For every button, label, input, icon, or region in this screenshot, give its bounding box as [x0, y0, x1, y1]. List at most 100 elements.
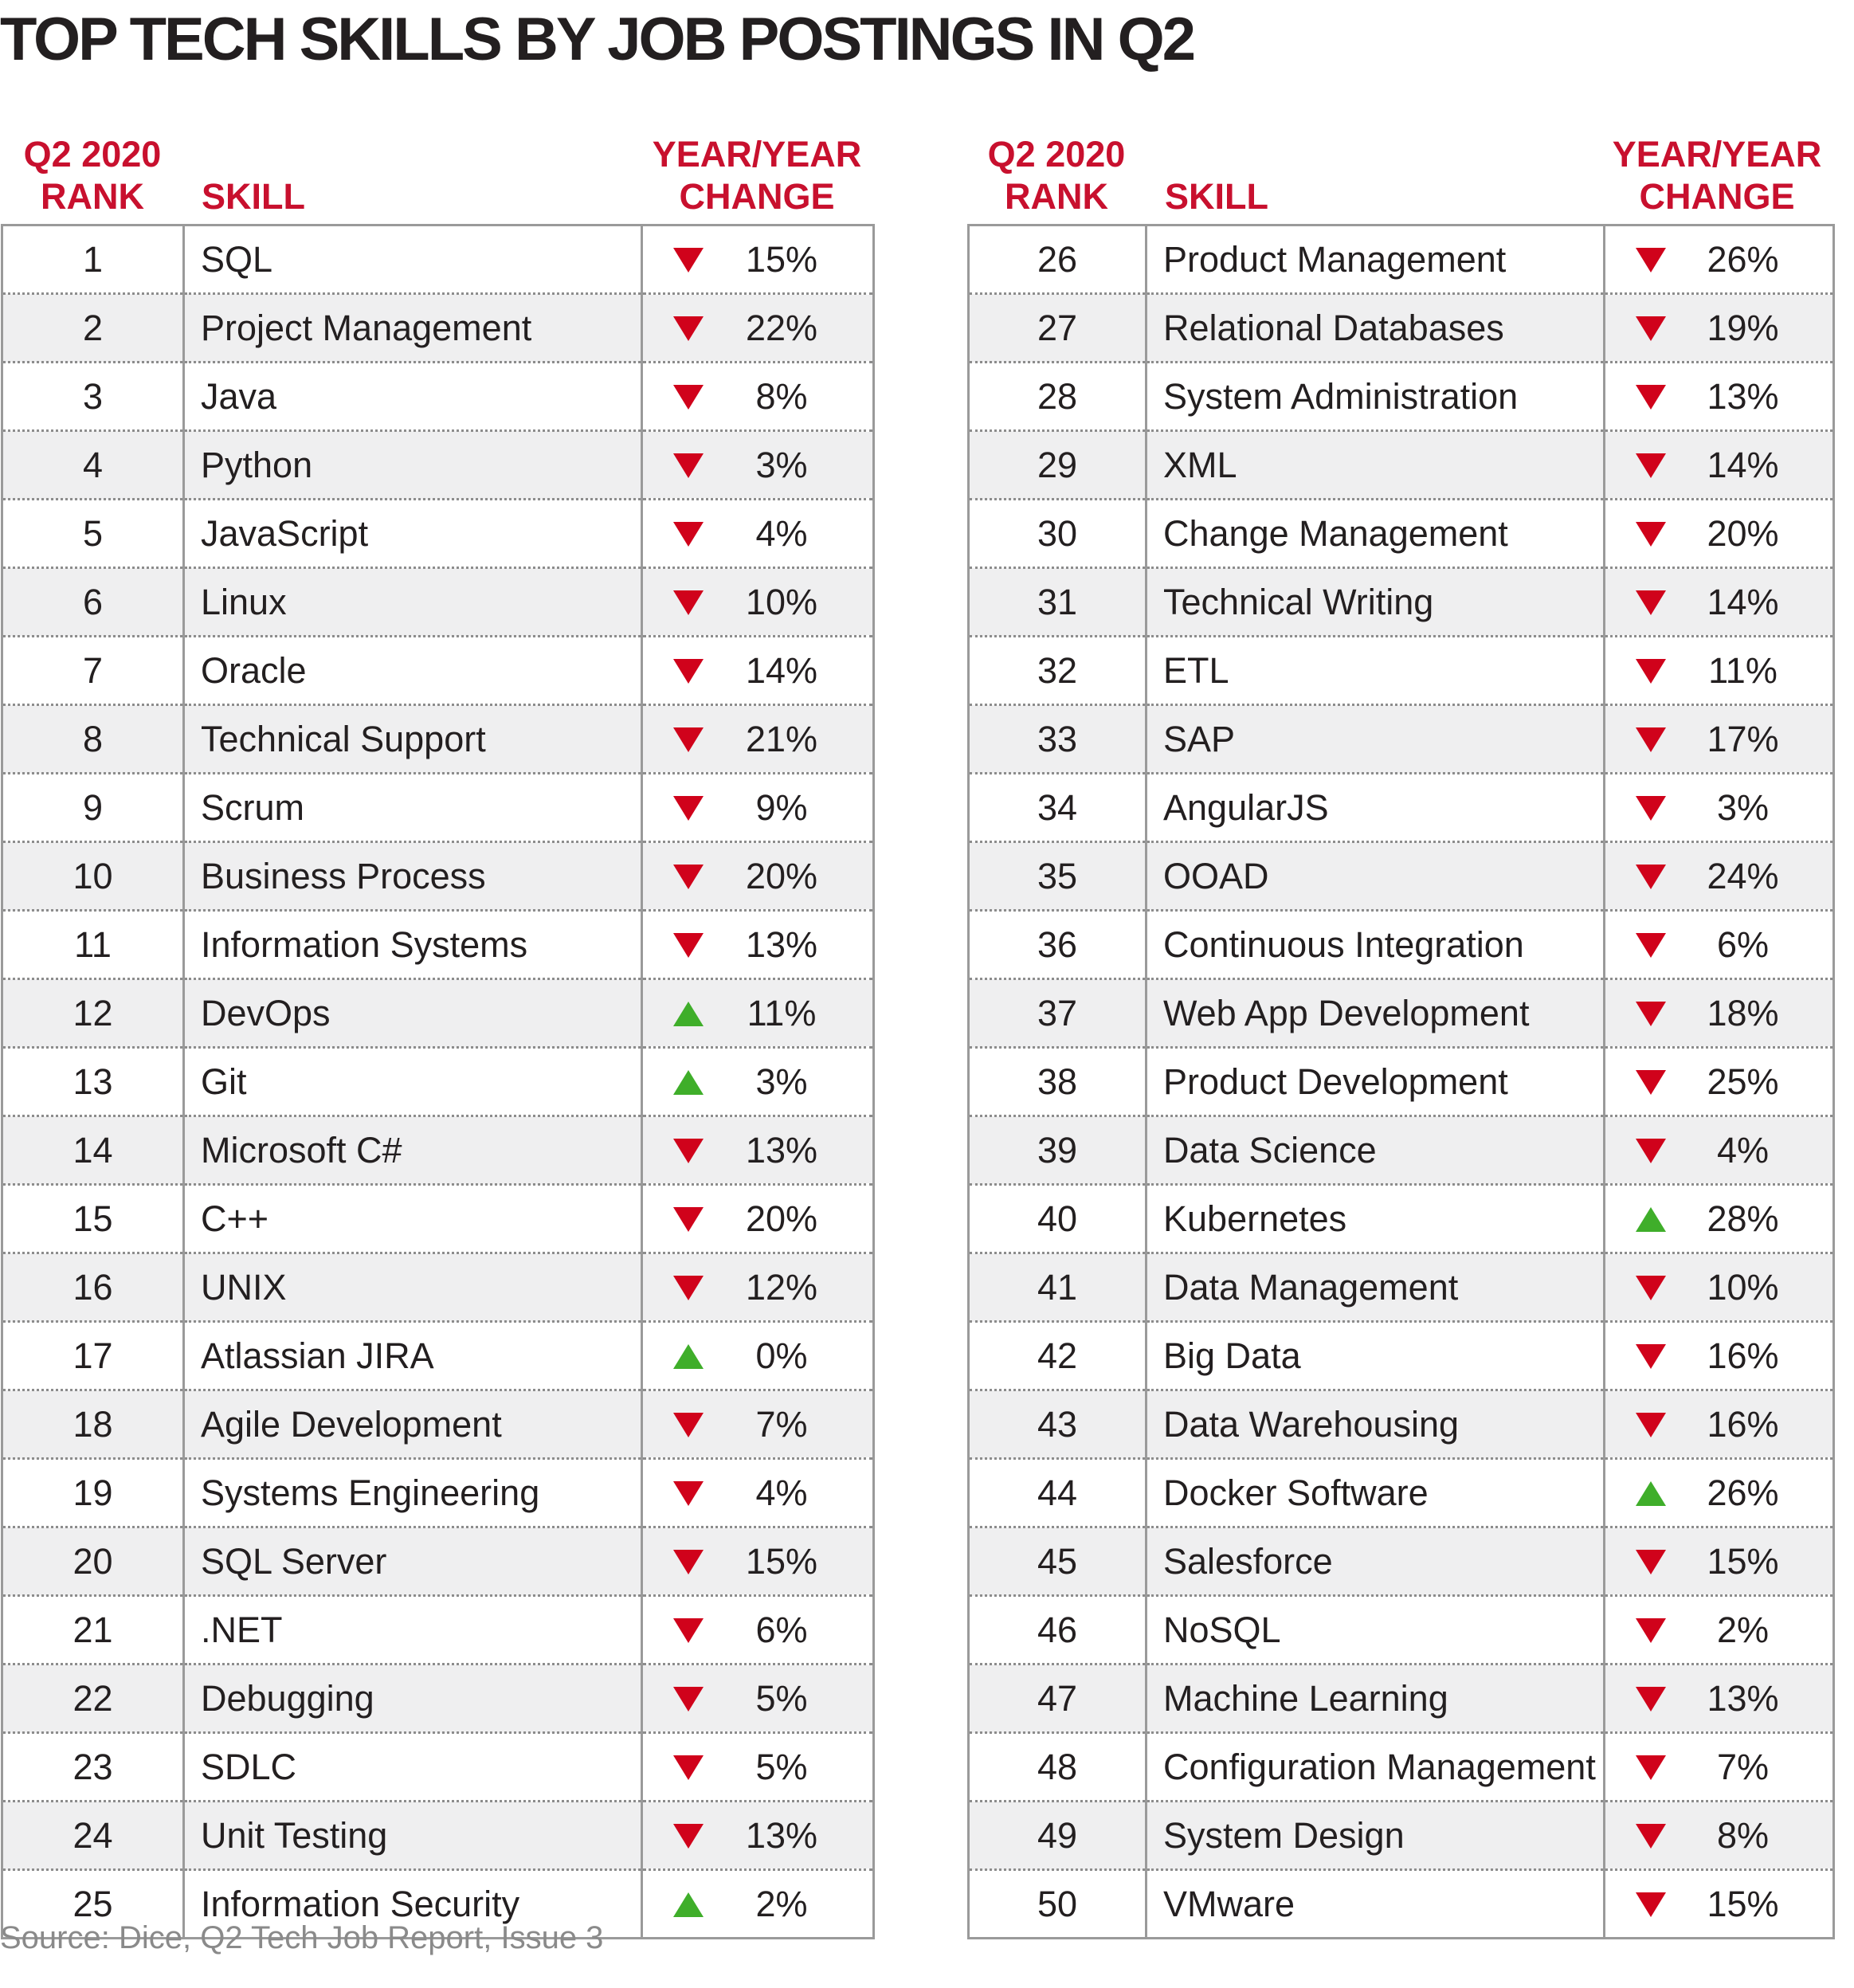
table-row: 28 System Administration 13% [968, 361, 1834, 431]
table-row: 6 Linux 10% [2, 567, 874, 637]
table-row: 10 Business Process 20% [2, 841, 874, 911]
change-value: 8% [755, 375, 808, 417]
rank-cell: 27 [968, 292, 1147, 363]
arrow-up-icon [673, 1892, 704, 1917]
rank-cell: 2 [2, 292, 185, 363]
change-value: 12% [745, 1266, 818, 1308]
table-row: 21 .NET 6% [2, 1594, 874, 1665]
rank-cell: 49 [968, 1800, 1147, 1870]
rank-cell: 6 [2, 567, 185, 637]
change-value: 20% [1707, 512, 1779, 554]
rank-cell: 23 [2, 1731, 185, 1802]
skill-cell: Kubernetes [1146, 1183, 1605, 1253]
change-value: 16% [1707, 1403, 1779, 1445]
change-value: 3% [755, 1061, 808, 1102]
change-cell: 11% [1604, 635, 1834, 705]
table-row: 12 DevOps 11% [2, 978, 874, 1048]
arrow-down-icon [673, 1617, 704, 1643]
rank-cell: 21 [2, 1594, 185, 1665]
skill-cell: Scrum [183, 772, 643, 842]
rank-cell: 5 [2, 498, 185, 568]
rank-cell: 34 [968, 772, 1147, 842]
table-row: 32 ETL 11% [968, 635, 1834, 705]
skill-cell: UNIX [183, 1252, 643, 1322]
skill-cell: .NET [183, 1594, 643, 1665]
rank-cell: 46 [968, 1594, 1147, 1665]
change-cell: 15% [1604, 1868, 1834, 1939]
rank-cell: 43 [968, 1389, 1147, 1459]
change-value: 13% [1707, 375, 1779, 417]
rank-cell: 48 [968, 1731, 1147, 1802]
change-value: 20% [745, 855, 818, 896]
rank-cell: 42 [968, 1320, 1147, 1390]
skill-cell: Data Management [1146, 1252, 1605, 1322]
arrow-up-icon [673, 1069, 704, 1095]
table-row: 9 Scrum 9% [2, 772, 874, 842]
change-cell: 13% [641, 1800, 874, 1870]
change-value: 5% [755, 1677, 808, 1719]
arrow-up-icon [673, 1343, 704, 1369]
arrow-down-icon [1636, 1412, 1666, 1437]
skill-cell: OOAD [1146, 841, 1605, 911]
change-cell: 4% [641, 498, 874, 568]
skill-cell: Data Science [1146, 1115, 1605, 1185]
skill-column-header: SKILL [202, 175, 305, 218]
table-row: 16 UNIX 12% [2, 1252, 874, 1322]
change-header-line2: CHANGE [679, 176, 835, 217]
table-row: 22 Debugging 5% [2, 1663, 874, 1733]
rank-cell: 38 [968, 1046, 1147, 1116]
skill-cell: DevOps [183, 978, 643, 1048]
rank-cell: 10 [2, 841, 185, 911]
table-row: 1 SQL 15% [2, 225, 874, 294]
rank-cell: 41 [968, 1252, 1147, 1322]
rank-header-line2: RANK [1005, 176, 1108, 217]
skill-cell: Information Security [183, 1868, 643, 1939]
change-value: 14% [1707, 581, 1779, 622]
change-cell: 2% [641, 1868, 874, 1939]
table-row: 48 Configuration Management 7% [968, 1731, 1834, 1802]
skill-cell: AngularJS [1146, 772, 1605, 842]
change-cell: 21% [641, 704, 874, 774]
skill-cell: Oracle [183, 635, 643, 705]
table-row: 39 Data Science 4% [968, 1115, 1834, 1185]
change-cell: 28% [1604, 1183, 1834, 1253]
skill-header-label: SKILL [1165, 176, 1268, 217]
rank-cell: 11 [2, 909, 185, 979]
arrow-down-icon [673, 864, 704, 889]
change-cell: 9% [641, 772, 874, 842]
rank-cell: 28 [968, 361, 1147, 431]
change-value: 4% [755, 512, 808, 554]
change-value: 2% [1716, 1609, 1770, 1650]
rank-cell: 39 [968, 1115, 1147, 1185]
source-note: Source: Dice, Q2 Tech Job Report, Issue … [0, 1920, 604, 1955]
skill-cell: SQL [183, 225, 643, 294]
arrow-down-icon [1636, 316, 1666, 341]
change-cell: 13% [641, 1115, 874, 1185]
skill-cell: Python [183, 429, 643, 500]
table-row: 4 Python 3% [2, 429, 874, 500]
change-cell: 15% [642, 225, 874, 294]
change-value: 2% [755, 1883, 808, 1924]
change-value: 13% [745, 923, 818, 965]
change-value: 3% [1716, 786, 1770, 828]
change-value: 11% [747, 992, 817, 1033]
skill-cell: Systems Engineering [183, 1457, 643, 1527]
rank-cell: 15 [2, 1183, 185, 1253]
skill-cell: Relational Databases [1146, 292, 1605, 363]
change-value: 21% [745, 718, 818, 759]
change-value: 5% [755, 1746, 808, 1787]
change-cell: 12% [641, 1252, 874, 1322]
arrow-down-icon [673, 316, 704, 341]
change-value: 10% [745, 581, 818, 622]
arrow-down-icon [673, 1549, 704, 1574]
table-row: 36 Continuous Integration 6% [968, 909, 1834, 979]
skills-table-left: 1 SQL 15% 2 Project Management 22% 3 Java 8% 4 Pyt… [1, 224, 875, 1939]
rank-column-header: Q2 2020 RANK [14, 133, 171, 218]
table-row: 45 Salesforce 15% [968, 1526, 1834, 1596]
change-value: 22% [745, 307, 818, 348]
skill-cell: JavaScript [183, 498, 643, 568]
table-row: 50 VMware 15% [968, 1868, 1834, 1939]
change-cell: 15% [1604, 1526, 1834, 1596]
arrow-down-icon [673, 1275, 704, 1300]
table-row: 30 Change Management 20% [968, 498, 1834, 568]
